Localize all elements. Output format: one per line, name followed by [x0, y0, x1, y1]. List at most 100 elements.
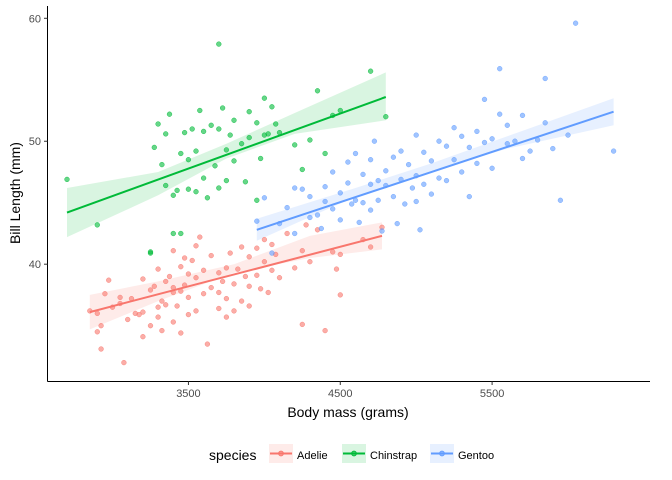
y-tick-label: 60 — [29, 13, 41, 25]
gentoo-point — [417, 227, 423, 233]
adelie-point — [269, 241, 275, 248]
adelie-point — [216, 305, 222, 312]
gentoo-point — [474, 160, 480, 167]
gentoo-point — [413, 132, 419, 138]
y-axis-title: Bill Length (mm) — [7, 142, 23, 244]
adelie-point — [147, 287, 154, 293]
adelie-point — [94, 329, 100, 335]
adelie-point — [200, 267, 207, 273]
adelie-point — [155, 304, 161, 310]
adelie-fit-line — [89, 234, 383, 314]
gentoo-point — [405, 161, 412, 168]
gentoo-point — [519, 155, 526, 162]
gentoo-point — [299, 186, 305, 192]
legend-point-adelie — [278, 450, 284, 457]
gentoo-point — [451, 157, 457, 163]
adelie-point — [257, 286, 264, 292]
chinstrap-point — [227, 132, 233, 138]
gentoo-point — [352, 150, 359, 157]
y-tick-label: 40 — [29, 259, 41, 271]
chinstrap-point — [208, 122, 214, 128]
chinstrap-point — [292, 142, 298, 148]
gentoo-point — [284, 204, 290, 211]
gentoo-point — [375, 177, 381, 184]
chinstrap-point — [200, 175, 207, 181]
adelie-point — [238, 244, 245, 250]
gentoo-point — [610, 148, 617, 154]
adelie-point — [125, 316, 131, 323]
gentoo-confidence-band — [256, 98, 614, 241]
adelie-point — [261, 259, 268, 265]
chinstrap-point — [178, 230, 184, 237]
chinstrap-point — [193, 148, 199, 154]
chinstrap-point — [94, 222, 100, 228]
legend-label-adelie: Adelie — [297, 450, 328, 462]
gentoo-point — [307, 214, 313, 221]
adelie-point — [163, 302, 169, 308]
adelie-point — [94, 310, 100, 317]
gentoo-point — [292, 185, 298, 191]
adelie-point — [337, 251, 343, 258]
chinstrap-point — [197, 107, 203, 114]
chinstrap-point — [242, 179, 249, 185]
adelie-point — [204, 341, 211, 347]
adelie-point — [223, 295, 230, 302]
adelie-point — [208, 284, 214, 291]
gentoo-point — [428, 158, 435, 164]
chinstrap-point — [238, 141, 245, 147]
chinstrap-point — [254, 120, 260, 126]
adelie-point — [106, 277, 112, 283]
adelie-point — [216, 289, 222, 296]
gentoo-point — [489, 165, 495, 171]
adelie-point — [193, 243, 199, 249]
chinstrap-point — [159, 161, 165, 168]
chinstrap-point — [273, 121, 279, 127]
chinstrap-point — [261, 95, 268, 101]
adelie-point — [170, 248, 176, 254]
chinstrap-point — [216, 126, 222, 132]
gentoo-point — [394, 220, 400, 227]
data-points — [64, 20, 617, 366]
gentoo-point — [322, 198, 328, 205]
gentoo-point — [398, 148, 404, 154]
adelie-point — [174, 303, 180, 309]
chinstrap-point — [322, 150, 328, 157]
chinstrap-point — [200, 128, 207, 135]
adelie-point — [235, 266, 241, 272]
chinstrap-point — [257, 155, 264, 162]
adelie-point — [238, 298, 245, 304]
adelie-point — [299, 248, 305, 254]
chinstrap-point — [219, 105, 226, 111]
adelie-point — [231, 281, 237, 287]
gentoo-point — [360, 171, 366, 178]
chinstrap-point — [254, 197, 260, 203]
gentoo-point — [436, 138, 442, 144]
adelie-point — [140, 309, 146, 315]
gentoo-point — [550, 145, 556, 152]
chinstrap-point — [383, 114, 389, 120]
gentoo-point — [557, 197, 564, 203]
gentoo-point — [413, 198, 419, 205]
adelie-point — [155, 314, 161, 320]
gentoo-point — [345, 180, 351, 186]
adelie-point — [189, 257, 195, 264]
adelie-point — [242, 273, 249, 280]
gentoo-point — [466, 193, 472, 200]
gentoo-fit-line — [256, 110, 614, 231]
chinstrap-point — [189, 126, 195, 132]
gentoo-point — [497, 111, 503, 117]
chinstrap-point — [174, 187, 180, 194]
adelie-point — [254, 272, 260, 278]
gentoo-point — [337, 217, 343, 223]
chinstrap-point — [151, 144, 157, 151]
adelie-point — [292, 265, 298, 271]
adelie-point — [284, 230, 290, 237]
chinstrap-point — [181, 129, 188, 136]
adelie-point — [185, 311, 192, 318]
gentoo-point — [474, 128, 480, 135]
chinstrap-point — [269, 104, 275, 110]
adelie-point — [193, 308, 199, 314]
adelie-point — [276, 275, 283, 281]
adelie-point — [261, 236, 268, 243]
